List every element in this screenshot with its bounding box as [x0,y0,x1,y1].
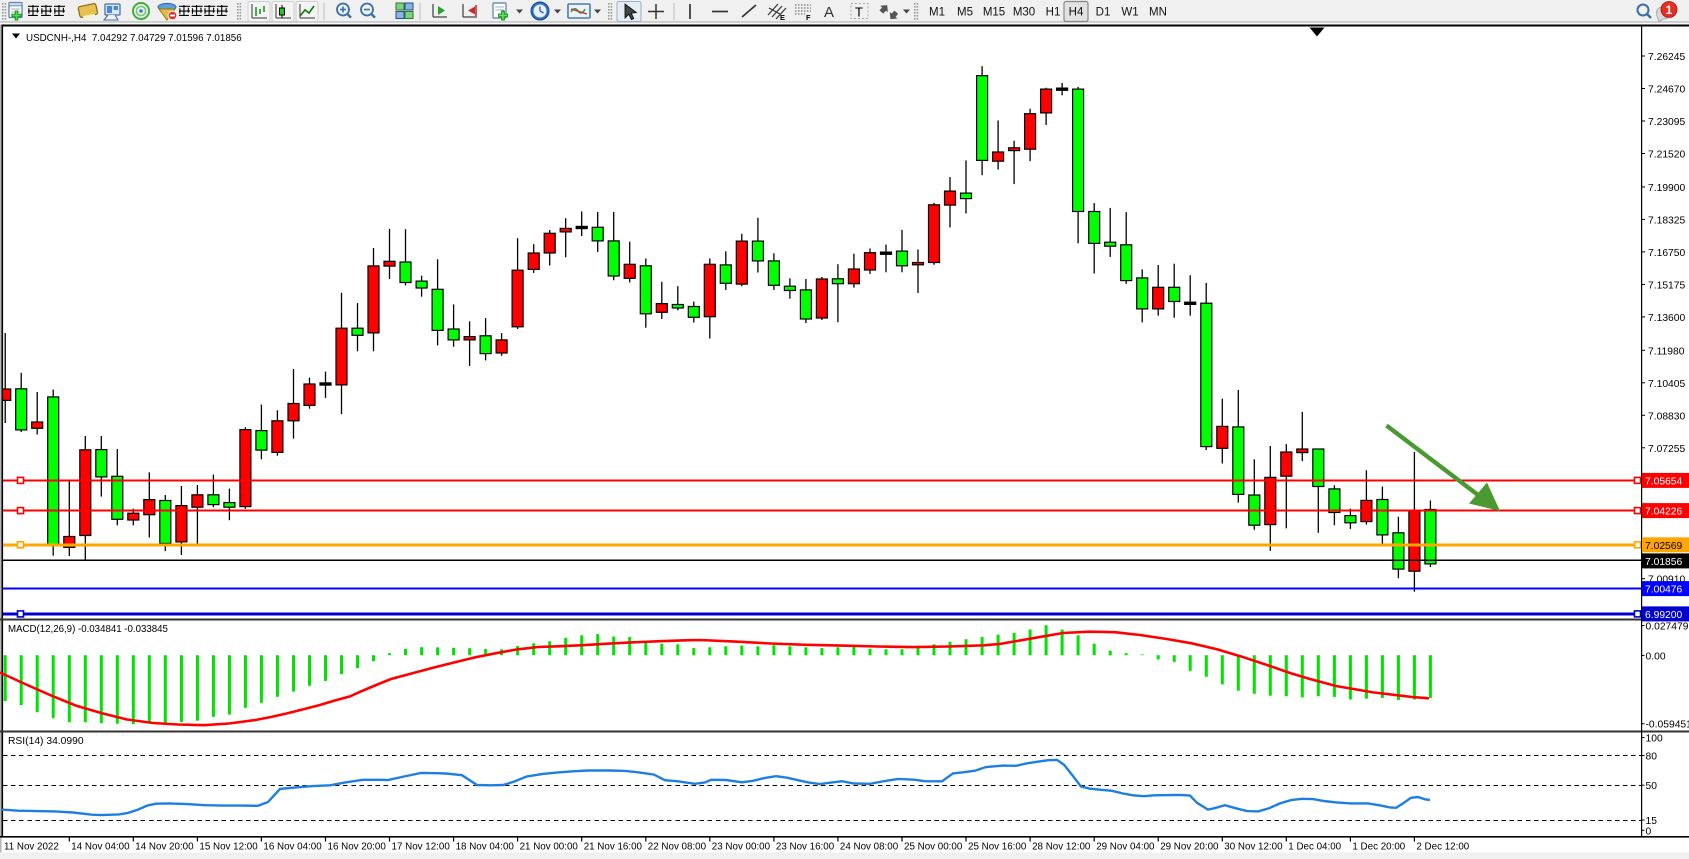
svg-text:21 Nov 16:00: 21 Nov 16:00 [584,842,643,853]
svg-text:7.23095: 7.23095 [1648,117,1685,128]
svg-text:7.19900: 7.19900 [1648,183,1685,194]
svg-text:MACD(12,26,9) -0.034841 -0.033: MACD(12,26,9) -0.034841 -0.033845 [8,624,168,635]
svg-text:6.99200: 6.99200 [1645,610,1682,621]
svg-text:14 Nov 20:00: 14 Nov 20:00 [135,842,194,853]
svg-text:D1: D1 [1096,7,1111,19]
svg-text:H1: H1 [1046,7,1061,19]
svg-text:M5: M5 [957,7,973,19]
svg-text:14 Nov 04:00: 14 Nov 04:00 [71,842,130,853]
svg-text:1: 1 [1666,3,1673,17]
svg-text:1 Dec 20:00: 1 Dec 20:00 [1352,842,1405,853]
svg-text:F: F [806,13,811,22]
svg-text:7.15175: 7.15175 [1648,280,1685,291]
svg-text:7.01856: 7.01856 [1645,557,1682,568]
svg-text:16 Nov 20:00: 16 Nov 20:00 [328,842,387,853]
svg-text:17 Nov 12:00: 17 Nov 12:00 [392,842,451,853]
svg-text:15 Nov 12:00: 15 Nov 12:00 [199,842,258,853]
svg-text:RSI(14) 34.0990: RSI(14) 34.0990 [8,736,84,747]
svg-text:25 Nov 16:00: 25 Nov 16:00 [968,842,1027,853]
svg-text:USDCNH-,H4 7.04292 7.04729 7.: USDCNH-,H4 7.04292 7.04729 7.01596 7.018… [26,33,242,44]
svg-text:7.00476: 7.00476 [1645,585,1682,596]
svg-text:E: E [780,13,785,22]
svg-text:MN: MN [1149,7,1167,19]
svg-text:7.10405: 7.10405 [1648,379,1685,390]
svg-text:7.24670: 7.24670 [1648,85,1685,96]
svg-text:T: T [855,5,863,20]
svg-text:7.11980: 7.11980 [1648,346,1685,357]
svg-text:21 Nov 00:00: 21 Nov 00:00 [520,842,579,853]
svg-text:16 Nov 04:00: 16 Nov 04:00 [263,842,322,853]
svg-text:7.05654: 7.05654 [1645,476,1682,487]
svg-text:80: 80 [1646,752,1658,763]
svg-text:W1: W1 [1121,7,1138,19]
svg-text:7.00910: 7.00910 [1648,575,1685,586]
svg-text:7.16750: 7.16750 [1648,248,1685,259]
svg-text:M15: M15 [983,7,1005,19]
svg-text:23 Nov 00:00: 23 Nov 00:00 [712,842,771,853]
svg-text:15: 15 [1646,816,1658,827]
svg-text:7.26245: 7.26245 [1648,52,1685,63]
svg-text:50: 50 [1646,781,1658,792]
svg-text:7.07255: 7.07255 [1648,444,1685,455]
svg-text:30 Nov 12:00: 30 Nov 12:00 [1224,842,1283,853]
svg-text:0.00: 0.00 [1646,651,1666,662]
svg-text:29 Nov 20:00: 29 Nov 20:00 [1160,842,1219,853]
svg-text:-0.059451: -0.059451 [1646,720,1689,731]
svg-text:M30: M30 [1013,7,1035,19]
svg-text:1 Dec 04:00: 1 Dec 04:00 [1288,842,1341,853]
svg-text:2 Dec 12:00: 2 Dec 12:00 [1416,842,1469,853]
svg-text:7.21520: 7.21520 [1648,150,1685,161]
svg-text:23 Nov 16:00: 23 Nov 16:00 [776,842,835,853]
svg-text:25 Nov 00:00: 25 Nov 00:00 [904,842,963,853]
svg-text:24 Nov 08:00: 24 Nov 08:00 [840,842,899,853]
svg-text:29 Nov 04:00: 29 Nov 04:00 [1096,842,1155,853]
svg-text:7.02569: 7.02569 [1645,541,1682,552]
svg-text:100: 100 [1646,734,1663,745]
svg-text:7.04226: 7.04226 [1645,507,1682,518]
svg-text:0: 0 [1646,826,1652,837]
svg-text:18 Nov 04:00: 18 Nov 04:00 [456,842,515,853]
svg-text:H4: H4 [1069,7,1084,19]
svg-text:A: A [824,4,834,21]
svg-text:M1: M1 [929,7,945,19]
svg-text:28 Nov 12:00: 28 Nov 12:00 [1032,842,1091,853]
svg-text:11 Nov 2022: 11 Nov 2022 [4,842,59,853]
svg-text:7.08830: 7.08830 [1648,411,1685,422]
svg-text:7.18325: 7.18325 [1648,215,1685,226]
svg-text:7.13600: 7.13600 [1648,313,1685,324]
svg-text:22 Nov 08:00: 22 Nov 08:00 [648,842,707,853]
svg-text:0.027479: 0.027479 [1646,622,1689,633]
